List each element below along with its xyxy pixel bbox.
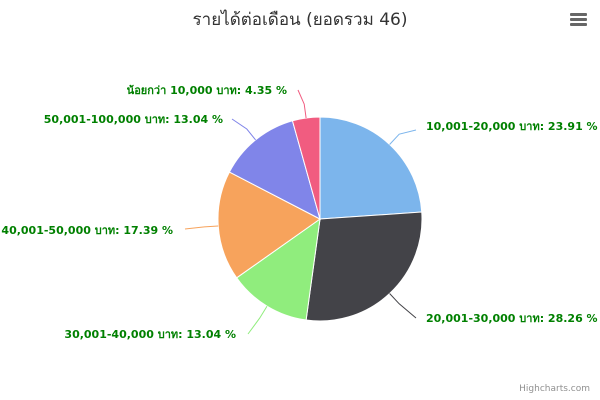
data-label: 50,001-100,000 บาท: 13.04 % xyxy=(44,113,223,126)
data-label-connector xyxy=(231,118,256,141)
data-label-connector xyxy=(389,129,417,145)
chart-title: รายได้ต่อเดือน (ยอดรวม 46) xyxy=(192,10,408,30)
pie-slice[interactable] xyxy=(305,211,423,322)
hamburger-menu-icon[interactable] xyxy=(570,13,587,27)
pie-slice[interactable] xyxy=(319,116,423,220)
data-label: 30,001-40,000 บาท: 13.04 % xyxy=(64,328,236,341)
data-label-connector xyxy=(389,293,417,319)
data-label-connector xyxy=(184,225,219,230)
pie-slice[interactable] xyxy=(235,217,321,321)
data-label: 20,001-30,000 บาท: 28.26 % xyxy=(426,312,598,325)
data-label-connector xyxy=(297,89,307,119)
pie-slice[interactable] xyxy=(217,171,321,279)
data-label: 40,001-50,000 บาท: 17.39 % xyxy=(1,224,173,237)
pie-slice[interactable] xyxy=(228,120,321,220)
credits-link[interactable]: Highcharts.com xyxy=(519,384,590,394)
data-label: น้อยกว่า 10,000 บาท: 4.35 % xyxy=(127,84,287,97)
data-label-connector xyxy=(247,305,268,335)
data-label: 10,001-20,000 บาท: 23.91 % xyxy=(426,120,598,133)
